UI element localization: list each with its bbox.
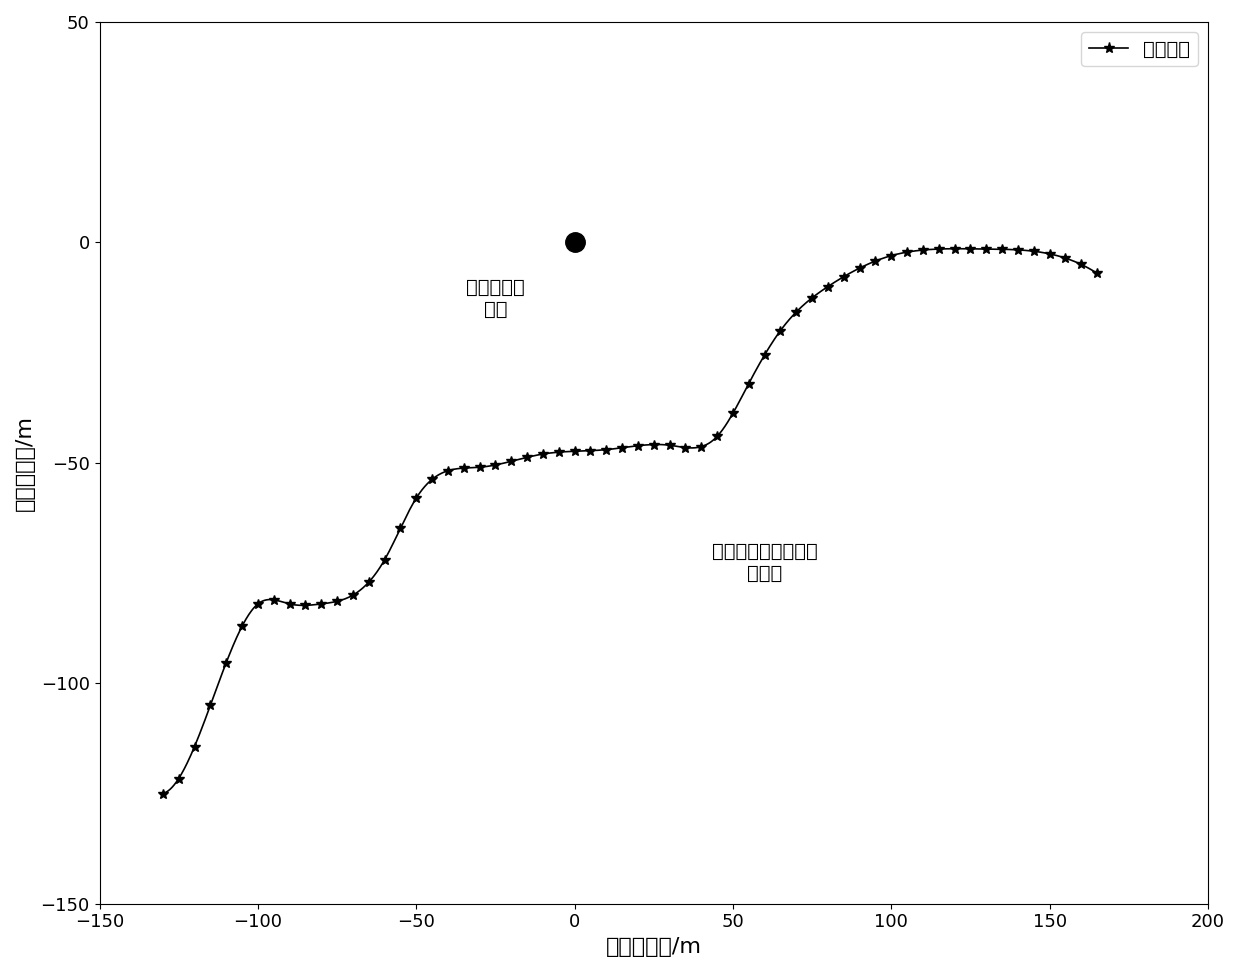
实际轨迹 <box>424 473 439 485</box>
Legend: 实际轨迹: 实际轨迹 <box>1081 32 1198 66</box>
实际轨迹 <box>472 462 487 473</box>
Text: 水下单信标
位置: 水下单信标 位置 <box>466 278 525 319</box>
实际轨迹 <box>742 378 756 390</box>
Y-axis label: 北向：位置/m: 北向：位置/m <box>15 415 35 511</box>
实际轨迹 <box>393 523 408 535</box>
实际轨迹 <box>155 787 170 799</box>
实际轨迹 <box>947 243 962 255</box>
实际轨迹 <box>1090 267 1105 279</box>
实际轨迹 <box>314 598 329 609</box>
X-axis label: 东向：位置/m: 东向：位置/m <box>606 937 702 957</box>
实际轨迹 <box>456 463 471 474</box>
Line: 实际轨迹: 实际轨迹 <box>157 244 1102 798</box>
Text: 水下航行器的目标航
行轨迹: 水下航行器的目标航 行轨迹 <box>712 542 817 583</box>
